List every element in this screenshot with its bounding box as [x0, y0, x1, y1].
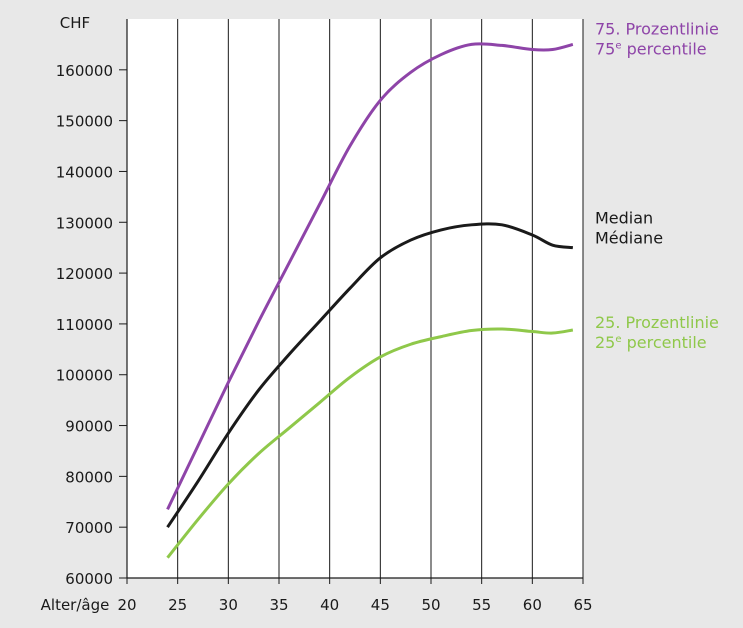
series-median-legend-line2: Médiane — [595, 229, 663, 248]
y-tick-label: 140000 — [56, 163, 113, 181]
series-lines — [166, 42, 574, 559]
x-axis-label: Alter/âge — [41, 596, 110, 614]
series-25-percentile-line — [166, 327, 574, 559]
plot-area — [127, 19, 583, 578]
y-tick-label: 160000 — [56, 62, 113, 80]
y-tick-label: 90000 — [65, 418, 113, 436]
x-tick-label: 55 — [472, 596, 491, 614]
x-tick-label: 25 — [168, 596, 187, 614]
y-tick-label: 60000 — [65, 570, 113, 588]
y-tick-label: 80000 — [65, 468, 113, 486]
series-25-percentile-legend-line2: 25e percentile — [595, 333, 707, 352]
y-axis-label: CHF — [60, 14, 90, 32]
y-tick-label: 150000 — [56, 113, 113, 131]
series-75-percentile-legend-line2: 75e percentile — [595, 39, 707, 58]
axes: 60000 70000 80000 90000 100000 110000 120000 13… — [41, 14, 593, 614]
series-25-percentile-legend-line1: 25. Prozentlinie — [595, 313, 719, 332]
x-tick-label: 30 — [219, 596, 238, 614]
x-tick-label: 35 — [269, 596, 288, 614]
x-tick-label: 65 — [573, 596, 592, 614]
y-tick-label: 120000 — [56, 265, 113, 283]
y-tick-label: 100000 — [56, 367, 113, 385]
y-tick-label: 70000 — [65, 519, 113, 537]
series-75-percentile-legend-line1: 75. Prozentlinie — [595, 19, 719, 38]
x-tick-label: 20 — [117, 596, 136, 614]
y-tick-label: 110000 — [56, 316, 113, 334]
y-tick-label: 130000 — [56, 214, 113, 232]
series-median-line — [166, 222, 574, 529]
x-tick-label: 60 — [523, 596, 542, 614]
x-tick-label: 40 — [320, 596, 339, 614]
x-tick-label: 45 — [371, 596, 390, 614]
grid-lines — [127, 19, 583, 578]
series-median-legend-line1: Median — [595, 209, 653, 228]
x-tick-label: 50 — [421, 596, 440, 614]
series-75-percentile-line — [166, 42, 574, 511]
